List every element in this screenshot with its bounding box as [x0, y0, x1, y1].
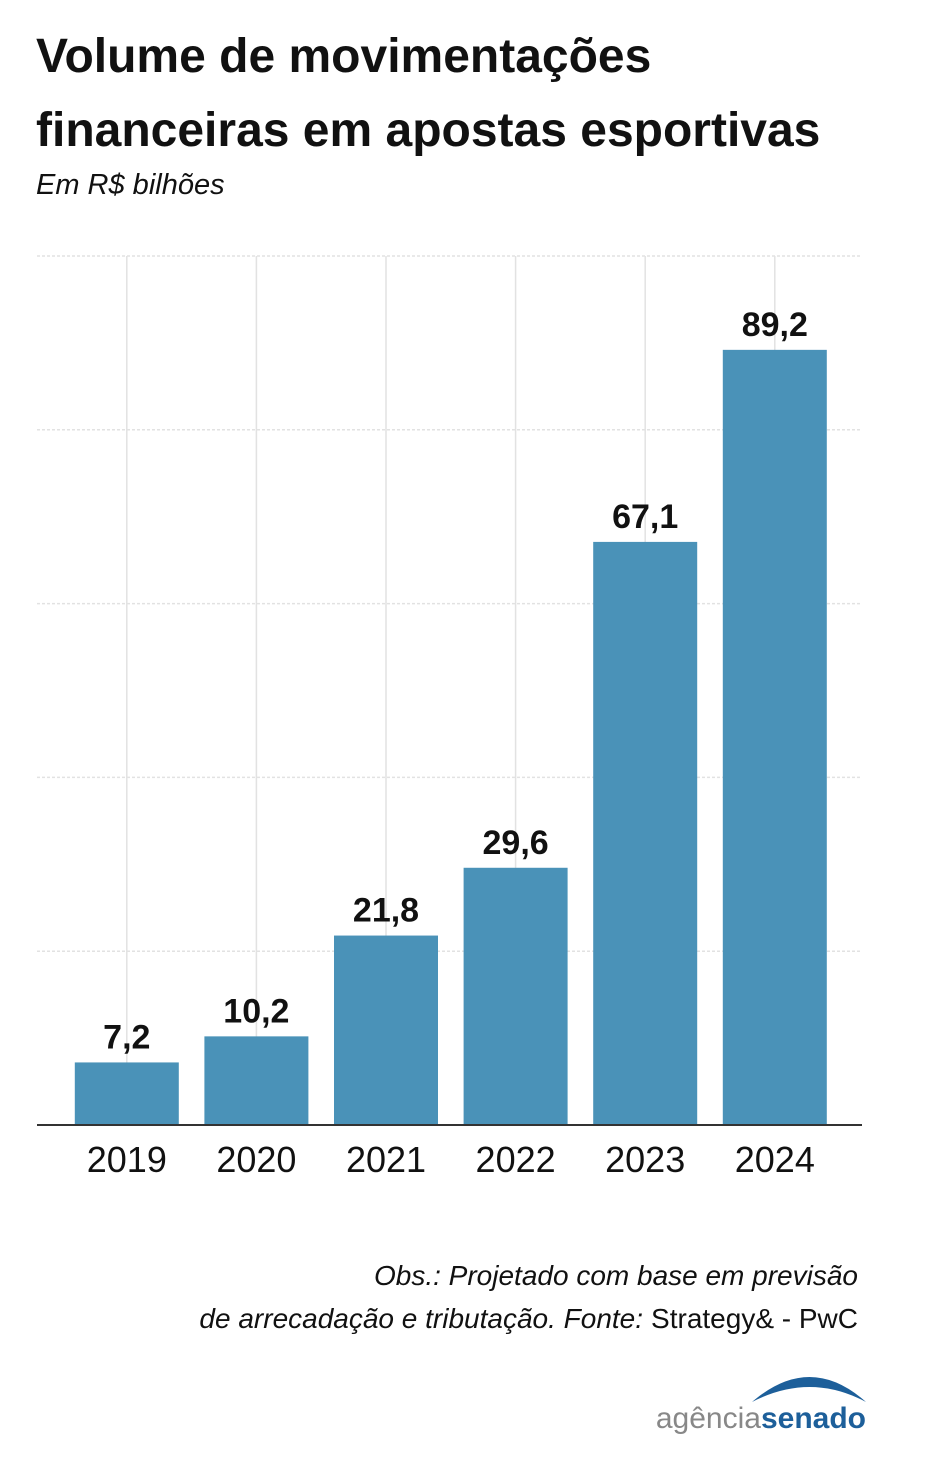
bar — [593, 541, 698, 1125]
logo-text: senado — [761, 1402, 866, 1435]
logo-arc — [752, 1377, 866, 1402]
chart-subtitle: Em R$ bilhões — [36, 169, 225, 201]
value-label: 29,6 — [483, 824, 549, 862]
chart-title: financeiras em apostas esportivas — [36, 104, 820, 157]
x-tick-label: 2021 — [346, 1139, 426, 1180]
bar — [463, 867, 568, 1125]
x-tick-label: 2024 — [735, 1139, 815, 1180]
x-tick-label: 2019 — [87, 1139, 167, 1180]
chart-title: Volume de movimentações — [36, 30, 651, 83]
logo-text: agência — [656, 1402, 761, 1435]
logo: agênciasenado — [656, 1402, 866, 1435]
note: Obs.: Projetado com base em previsão — [374, 1260, 858, 1291]
value-label: 21,8 — [353, 892, 419, 930]
x-tick-label: 2023 — [605, 1139, 685, 1180]
value-label: 67,1 — [612, 498, 678, 536]
x-tick-label: 2020 — [216, 1139, 296, 1180]
bar — [204, 1036, 309, 1125]
value-label: 10,2 — [223, 992, 289, 1030]
value-label: 89,2 — [742, 306, 808, 344]
bar — [334, 935, 438, 1125]
value-label: 7,2 — [103, 1018, 150, 1056]
note: de arrecadação e tributação. Fonte: Strat… — [199, 1303, 858, 1334]
source: Strategy& - PwC — [651, 1303, 858, 1334]
bar — [722, 349, 827, 1125]
note: de arrecadação e tributação. Fonte: — [199, 1303, 643, 1334]
x-tick-label: 2022 — [476, 1139, 556, 1180]
bar — [74, 1062, 179, 1125]
